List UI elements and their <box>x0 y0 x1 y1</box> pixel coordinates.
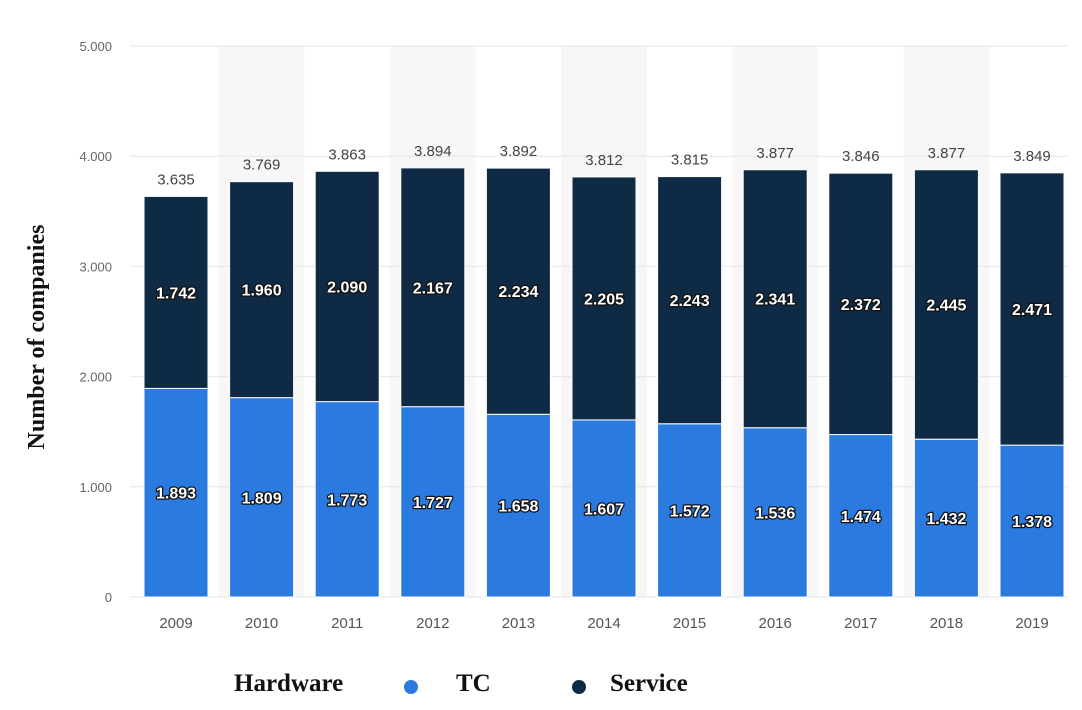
x-tick-label: 2017 <box>844 615 877 632</box>
data-label: 2.090 <box>327 279 367 296</box>
bar-service-2011 <box>314 170 380 403</box>
legend-item-service: Service <box>572 670 688 698</box>
x-tick-label: 2012 <box>416 615 449 632</box>
x-tick-label: 2018 <box>930 615 963 632</box>
data-label: 1.773 <box>327 492 367 509</box>
bar-hardware-2017 <box>828 434 894 598</box>
x-tick-label: 2016 <box>759 615 792 632</box>
legend: Hardware TC Service <box>0 670 1082 710</box>
bar-hardware-2011 <box>314 401 380 598</box>
data-label: 2.234 <box>498 284 538 301</box>
legend-item-tc: TC <box>404 670 491 698</box>
x-tick-label: 2009 <box>159 615 192 632</box>
bar-service-2014 <box>571 176 637 421</box>
data-label: 1.658 <box>498 499 538 516</box>
y-tick-label: 1.000 <box>79 480 112 495</box>
total-label: 3.892 <box>500 143 538 160</box>
bar-hardware-2009 <box>143 387 209 598</box>
total-label: 3.769 <box>243 157 281 174</box>
data-label: 2.341 <box>755 292 795 309</box>
total-label: 3.812 <box>585 152 623 169</box>
total-label: 3.635 <box>157 171 195 188</box>
x-tick-label: 2014 <box>587 615 620 632</box>
total-label: 3.877 <box>928 145 966 162</box>
bar-service-2009 <box>143 195 209 389</box>
data-label: 1.893 <box>156 486 196 503</box>
legend-label: TC <box>456 670 491 697</box>
y-tick-label: 0 <box>105 590 112 605</box>
data-label: 1.607 <box>584 501 624 518</box>
bar-hardware-2019 <box>999 444 1065 598</box>
y-tick-label: 3.000 <box>79 259 112 274</box>
total-label: 3.894 <box>414 143 452 160</box>
x-tick-label: 2013 <box>502 615 535 632</box>
legend-dot-tc <box>404 680 418 694</box>
y-axis-label: Number of companies <box>24 225 50 450</box>
total-label: 3.846 <box>842 148 880 165</box>
bar-service-2015 <box>657 176 723 425</box>
legend-label: Service <box>610 670 688 697</box>
bar-service-2017 <box>828 172 894 436</box>
y-axis-ticks: 0 1.000 2.000 3.000 4.000 5.000 <box>79 39 112 605</box>
bar-hardware-2018 <box>913 438 979 598</box>
x-tick-label: 2011 <box>331 615 363 632</box>
data-label: 1.378 <box>1012 514 1052 531</box>
data-label: 1.536 <box>755 505 795 522</box>
y-tick-label: 2.000 <box>79 370 112 385</box>
data-label: 2.372 <box>841 297 881 314</box>
data-label: 2.445 <box>926 297 966 314</box>
data-label: 2.167 <box>413 280 453 297</box>
data-label: 2.243 <box>670 293 710 310</box>
total-label: 3.877 <box>756 145 794 162</box>
legend-item-hardware: Hardware <box>234 670 343 698</box>
bar-hardware-2016 <box>742 427 808 598</box>
legend-dot-service <box>572 680 586 694</box>
total-label: 3.863 <box>328 146 366 163</box>
data-label: 1.474 <box>841 509 881 526</box>
legend-label: Hardware <box>234 670 344 697</box>
bar-service-2013 <box>485 167 551 415</box>
bar-service-2019 <box>999 172 1065 446</box>
bar-service-2012 <box>400 167 466 408</box>
data-label: 2.205 <box>584 291 624 308</box>
x-axis-ticks: 2009 2010 2011 2012 2013 2014 2015 2016 2017 2018… <box>159 615 1048 632</box>
data-label: 1.960 <box>242 283 282 300</box>
x-tick-label: 2019 <box>1015 615 1048 632</box>
stacked-bar-chart: 0 1.000 2.000 3.000 4.000 5.000 1.893 1.742 3.6… <box>24 39 1068 632</box>
data-label: 1.742 <box>156 285 196 302</box>
x-tick-label: 2015 <box>673 615 706 632</box>
data-label: 1.432 <box>926 511 966 528</box>
total-label: 3.849 <box>1013 148 1051 165</box>
data-label: 2.471 <box>1012 302 1052 319</box>
y-tick-label: 5.000 <box>79 39 112 54</box>
bar-service-2010 <box>229 181 295 399</box>
total-label: 3.815 <box>671 152 709 169</box>
bars: 1.893 1.742 3.635 1.809 1.960 3.769 1.773 2.090… <box>143 143 1065 598</box>
bar-service-2018 <box>913 169 979 440</box>
data-label: 1.809 <box>242 490 282 507</box>
data-label: 1.572 <box>670 503 710 520</box>
bar-hardware-2013 <box>485 413 551 598</box>
data-label: 1.727 <box>413 495 453 512</box>
y-tick-label: 4.000 <box>79 149 112 164</box>
bar-service-2016 <box>742 169 808 429</box>
bar-hardware-2012 <box>400 406 466 598</box>
x-tick-label: 2010 <box>245 615 278 632</box>
